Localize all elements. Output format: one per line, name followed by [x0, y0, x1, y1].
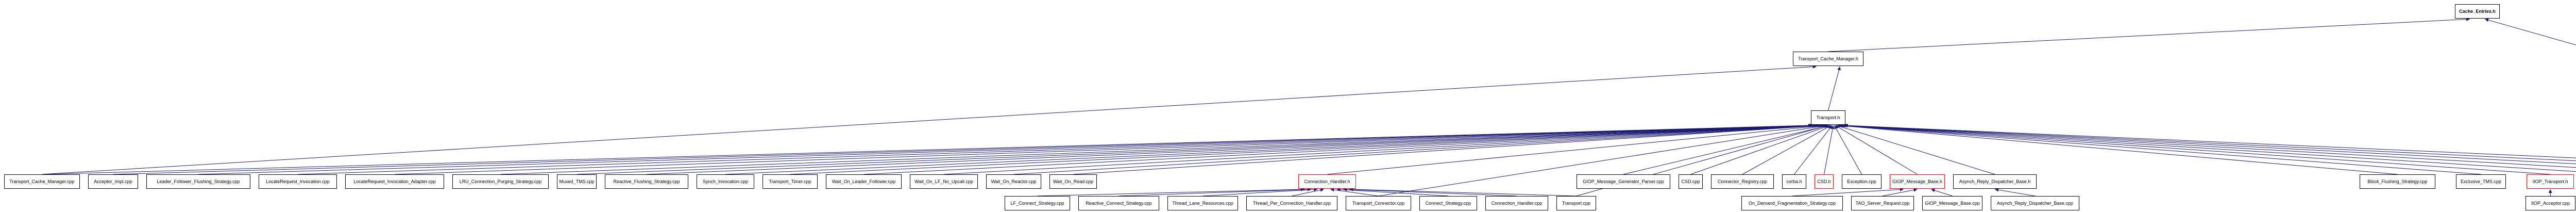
graph-node-reactive_flushing_strategy_cpp[interactable]: Reactive_Flushing_Strategy.cpp	[605, 174, 688, 189]
include-edge-asynch_reply_dispatcher_base_h-to-transport_h	[1836, 124, 1995, 175]
include-edge-transport_cache_manager_cpp-to-transport_h	[42, 123, 1812, 175]
graph-node-transport_timer_cpp[interactable]: Transport_Timer.cpp	[762, 174, 818, 189]
graph-node-exclusive_tms_cpp[interactable]: Exclusive_TMS.cpp	[2456, 174, 2506, 189]
include-edge-cache_entries_cpp-to-cache_entries_h	[2484, 18, 2576, 45]
include-edge-muxed_tms_cpp-to-transport_h	[577, 123, 1818, 175]
include-edge-leader_follower_cpp-to-transport_h	[1843, 123, 2576, 161]
graph-node-tao_server_request_cpp[interactable]: TAO_Server_Request.cpp	[1851, 196, 1914, 210]
include-edge-iiop_connector_cpp-to-transport_h	[1840, 123, 2576, 172]
include-edge-connection_handler_cpp-to-connection_handler_h	[1343, 187, 1517, 197]
include-edge-exclusive_tms_cpp-to-transport_h	[1838, 124, 2481, 175]
include-edge-transport_cache_manager_cpp-to-transport_cache_manager_h	[42, 64, 1817, 175]
graph-node-transport_h[interactable]: Transport.h	[1811, 110, 1845, 125]
include-edge-asynch_reply_dispatcher_base_cpp-to-asynch_reply_dispatcher_base_h	[1994, 188, 2036, 197]
edge-group	[42, 17, 2576, 197]
include-edge-giop_message_base_h-to-transport_h	[1835, 125, 1918, 175]
include-edge-thread_per_connection_handler_cpp-to-connection_handler_h	[1292, 188, 1324, 197]
graph-node-exception_cpp[interactable]: Exception.cpp	[1842, 174, 1882, 189]
graph-node-wait_on_read_cpp[interactable]: Wait_On_Read.cpp	[1049, 174, 1097, 189]
graph-node-thread_lane_resources_cpp[interactable]: Thread_Lane_Resources.cpp	[1167, 196, 1238, 210]
include-edge-locaterequest_invocation_adapter_cpp-to-transport_h	[394, 123, 1816, 175]
include-edge-reactive_flushing_strategy_cpp-to-transport_h	[646, 123, 1819, 175]
graph-node-lf_connect_strategy_cpp[interactable]: LF_Connect_Strategy.cpp	[1005, 196, 1070, 210]
graph-node-connection_handler_h[interactable]: Connection_Handler.h	[1298, 174, 1356, 189]
include-edge-transport_h-to-transport_cache_manager_h	[1828, 66, 1841, 111]
include-edge-connect_strategy_cpp-to-connection_handler_h	[1336, 187, 1449, 197]
include-edge-locaterequest_invocation_cpp-to-transport_h	[297, 123, 1815, 175]
include-edge-reactive_connect_strategy_cpp-to-connection_handler_h	[1118, 187, 1311, 197]
include-edge-transport_cpp-to-connection_handler_h	[1349, 187, 1577, 197]
graph-node-giop_message_base_h[interactable]: GIOP_Message_Base.h	[1890, 174, 1945, 189]
include-edge-invocation_adapter_cpp-to-transport_h	[1842, 123, 2576, 165]
include-edge-synch_invocation_cpp-to-transport_h	[725, 123, 1820, 175]
include-edge-csd_h-to-transport_h	[1824, 125, 1835, 175]
graph-node-wait_on_lf_no_upcall_cpp[interactable]: Wait_On_LF_No_Upcall.cpp	[910, 174, 978, 189]
include-edge-lf_connect_strategy_cpp-to-connection_handler_h	[1037, 187, 1305, 197]
graph-node-wait_on_leader_follower_cpp[interactable]: Wait_On_Leader_Follower.cpp	[826, 174, 902, 189]
graph-node-csd_h[interactable]: CSD.h	[1815, 174, 1834, 189]
graph-node-locaterequest_invocation_adapter_cpp[interactable]: LocateRequest_Invocation_Adapter.cpp	[345, 174, 444, 189]
include-edge-acceptor_impl_cpp-to-transport_h	[113, 123, 1813, 175]
graph-node-wait_on_reactor_cpp[interactable]: Wait_On_Reactor.cpp	[986, 174, 1041, 189]
graph-node-leader_follower_flushing_strategy_cpp[interactable]: Leader_Follower_Flushing_Strategy.cpp	[146, 174, 250, 189]
include-edge-transport_connector_cpp-to-transport_h	[1378, 124, 1827, 197]
graph-node-giop_message_base_cpp[interactable]: GIOP_Message_Base.cpp	[1922, 196, 1982, 210]
include-edge-connector_registry_cpp-to-transport_h	[1742, 125, 1832, 175]
graph-node-connector_registry_cpp[interactable]: Connector_Registry.cpp	[1711, 174, 1774, 189]
include-edge-transport_timer_cpp-to-transport_h	[790, 123, 1821, 175]
include-edge-wait_on_lf_no_upcall_cpp-to-transport_h	[943, 123, 1823, 175]
graph-node-acceptor_impl_cpp[interactable]: Acceptor_Impl.cpp	[88, 174, 138, 189]
graph-node-transport_connector_cpp[interactable]: Transport_Connector.cpp	[1346, 196, 1411, 210]
include-edge-iiop_acceptor_cpp-to-iiop_transport_h	[2548, 189, 2552, 197]
graph-node-asynch_reply_dispatcher_base_cpp[interactable]: Asynch_Reply_Dispatcher_Base.cpp	[1991, 196, 2079, 210]
graph-node-transport_cache_manager_cpp[interactable]: Transport_Cache_Manager.cpp	[4, 174, 80, 189]
graph-node-corba_h[interactable]: corba.h	[1782, 174, 1806, 189]
include-edge-corba_h-to-transport_h	[1794, 125, 1833, 175]
graph-node-transport_cpp[interactable]: Transport.cpp	[1556, 196, 1596, 210]
graph-node-connection_handler_cpp[interactable]: Connection_Handler.cpp	[1485, 196, 1548, 210]
graph-node-asynch_reply_dispatcher_base_h[interactable]: Asynch_Reply_Dispatcher_Base.h	[1953, 174, 2037, 189]
include-edge-block_flushing_strategy_cpp-to-transport_h	[1837, 124, 2398, 175]
graph-node-iiop_acceptor_cpp[interactable]: IIOP_Acceptor.cpp	[2526, 196, 2575, 210]
include-edge-on_demand_fragmentation_strategy_cpp-to-giop_message_base_h	[1792, 187, 1904, 197]
include-edge-remote_invocation_h-to-transport_h	[1841, 123, 2576, 168]
include-edge-thread_lane_resources_cpp-to-connection_handler_h	[1202, 187, 1318, 197]
include-edge-giop_message_generator_parser_cpp-to-transport_h	[1623, 124, 1829, 175]
graph-node-locaterequest_invocation_cpp[interactable]: LocateRequest_Invocation.cpp	[259, 174, 337, 189]
include-edge-transport_cache_manager_h-to-cache_entries_h	[1828, 17, 2470, 52]
include-edge-leader_follower_flushing_strategy_cpp-to-transport_h	[198, 123, 1814, 175]
include-edge-wait_on_read_cpp-to-transport_h	[1073, 123, 1825, 175]
include-edge-profile_transport_resolver_cpp-to-transport_h	[1844, 123, 2576, 158]
graph-node-muxed_tms_cpp[interactable]: Muxed_TMS.cpp	[557, 174, 597, 189]
include-edge-wait_on_reactor_cpp-to-transport_h	[1013, 123, 1824, 175]
include-edge-exception_cpp-to-transport_h	[1834, 125, 1862, 175]
graph-node-giop_message_generator_parser_cpp[interactable]: GIOP_Message_Generator_Parser.cpp	[1577, 174, 1670, 189]
graph-node-synch_invocation_cpp[interactable]: Synch_Invocation.cpp	[697, 174, 754, 189]
graph-node-csd_cpp[interactable]: CSD.cpp	[1679, 174, 1703, 189]
include-edge-tao_server_request_cpp-to-giop_message_base_h	[1882, 188, 1918, 197]
graph-node-iiop_transport_h[interactable]: IIOP_Transport.h	[2527, 174, 2574, 189]
include-edge-giop_message_base_cpp-to-giop_message_base_h	[1931, 188, 1953, 197]
graph-node-lru_connection_purging_strategy_cpp[interactable]: LRU_Connection_Purging_Strategy.cpp	[452, 174, 549, 189]
include-edge-iiop_transport_h-to-transport_h	[1839, 123, 2551, 175]
graph-node-cache_entries_h[interactable]: Cache_Entries.h	[2455, 4, 2500, 19]
graph-node-connect_strategy_cpp[interactable]: Connect_Strategy.cpp	[1419, 196, 1477, 210]
graph-node-thread_per_connection_handler_cpp[interactable]: Thread_Per_Connection_Handler.cpp	[1246, 196, 1337, 210]
graph-node-on_demand_fragmentation_strategy_cpp[interactable]: On_Demand_Fragmentation_Strategy.cpp	[1741, 196, 1843, 210]
include-edge-lru_connection_purging_strategy_cpp-to-transport_h	[500, 123, 1817, 175]
graph-node-transport_cache_manager_h[interactable]: Transport_Cache_Manager.h	[1793, 52, 1863, 66]
graph-node-reactive_connect_strategy_cpp[interactable]: Reactive_Connect_Strategy.cpp	[1078, 196, 1159, 210]
graph-node-block_flushing_strategy_cpp[interactable]: Block_Flushing_Strategy.cpp	[2360, 174, 2435, 189]
include-edge-csd_cpp-to-transport_h	[1690, 125, 1831, 175]
include-edge-connection_handler_h-to-transport_h	[1327, 124, 1826, 175]
include-edge-wait_on_leader_follower_cpp-to-transport_h	[863, 123, 1822, 175]
